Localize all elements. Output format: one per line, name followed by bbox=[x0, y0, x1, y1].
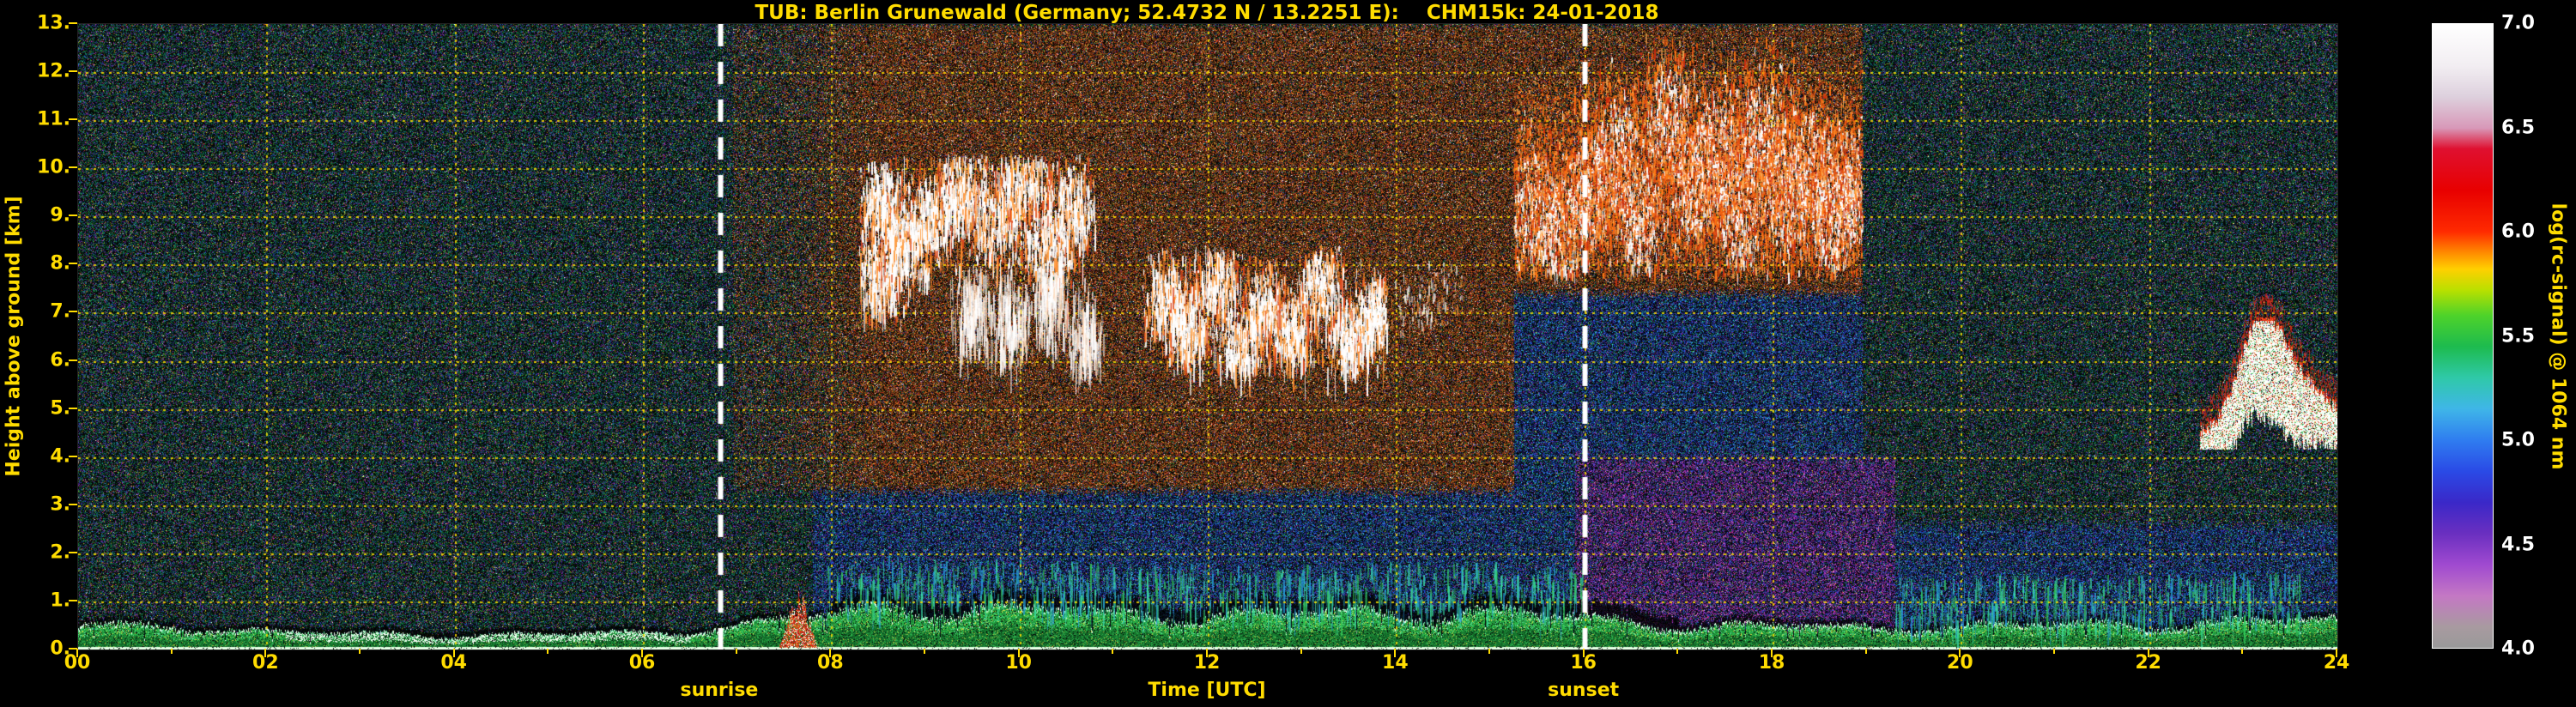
y-tick-mark bbox=[69, 503, 77, 505]
colorbar-tick-label: 4.0 bbox=[2501, 638, 2535, 660]
colorbar bbox=[2432, 23, 2494, 649]
colorbar-tick-label: 5.5 bbox=[2501, 325, 2535, 347]
x-tick-mark bbox=[1959, 649, 1961, 657]
x-tick-mark-minor bbox=[547, 649, 549, 654]
y-tick-label: 4. bbox=[50, 445, 70, 468]
x-tick-mark bbox=[452, 649, 455, 657]
x-tick-mark-minor bbox=[359, 649, 361, 654]
y-tick-label: 5. bbox=[50, 397, 70, 420]
x-tick-mark bbox=[1206, 649, 1208, 657]
y-tick-mark bbox=[69, 551, 77, 553]
x-tick-mark bbox=[1394, 649, 1397, 657]
x-tick-mark bbox=[1771, 649, 1773, 657]
plot-title: TUB: Berlin Grunewald (Germany; 52.4732 … bbox=[755, 2, 1659, 24]
y-tick-mark bbox=[69, 70, 77, 73]
y-tick-label: 7. bbox=[50, 300, 70, 323]
y-axis-label: Height above ground [km] bbox=[3, 196, 25, 477]
y-tick-label: 10. bbox=[37, 156, 70, 178]
y-tick-label: 11. bbox=[37, 108, 70, 130]
x-tick-mark-minor bbox=[2053, 649, 2055, 654]
colorbar-label: log(rc-signal) @ 1064 nm bbox=[2547, 202, 2569, 470]
y-tick-label: 6. bbox=[50, 349, 70, 372]
y-tick-label: 9. bbox=[50, 204, 70, 227]
y-tick-label: 0. bbox=[50, 638, 70, 660]
x-tick-mark bbox=[2336, 649, 2337, 657]
colorbar-tick-label: 6.0 bbox=[2501, 221, 2535, 243]
y-tick-label: 1. bbox=[50, 589, 70, 612]
y-tick-mark bbox=[69, 359, 77, 361]
y-tick-mark bbox=[69, 118, 77, 121]
colorbar-tick-label: 5.0 bbox=[2501, 429, 2535, 451]
y-tick-mark bbox=[69, 22, 77, 24]
x-tick-mark bbox=[641, 649, 643, 657]
colorbar-tick-label: 4.5 bbox=[2501, 534, 2535, 555]
x-tick-mark-minor bbox=[1300, 649, 1302, 654]
x-tick-mark-minor bbox=[1864, 649, 1867, 654]
y-tick-mark bbox=[69, 407, 77, 409]
x-tick-mark-minor bbox=[1488, 649, 1490, 654]
x-tick-mark-minor bbox=[1112, 649, 1114, 654]
x-axis-label: Time [UTC] bbox=[1148, 680, 1266, 701]
y-tick-mark bbox=[69, 311, 77, 313]
x-tick-mark bbox=[2147, 649, 2149, 657]
x-tick-mark-minor bbox=[170, 649, 173, 654]
x-tick-mark-minor bbox=[2241, 649, 2244, 654]
colorbar-tick-label: 7.0 bbox=[2501, 12, 2535, 34]
x-tick-mark bbox=[1017, 649, 1020, 657]
colorbar-tick-label: 6.5 bbox=[2501, 117, 2535, 138]
sunset-label: sunset bbox=[1548, 680, 1620, 701]
x-tick-mark bbox=[1582, 649, 1585, 657]
y-tick-label: 2. bbox=[50, 541, 70, 564]
heatmap-canvas bbox=[77, 23, 2338, 650]
x-tick-mark-minor bbox=[735, 649, 737, 654]
x-tick-mark-minor bbox=[924, 649, 925, 654]
x-tick-mark-minor bbox=[1676, 649, 1679, 654]
y-tick-mark bbox=[69, 648, 77, 650]
sunrise-label: sunrise bbox=[680, 680, 759, 701]
y-tick-label: 3. bbox=[50, 493, 70, 516]
y-tick-mark bbox=[69, 166, 77, 169]
x-tick-mark bbox=[829, 649, 832, 657]
x-tick-mark bbox=[76, 649, 78, 657]
y-tick-label: 13. bbox=[37, 12, 70, 34]
y-tick-label: 12. bbox=[37, 60, 70, 82]
y-tick-mark bbox=[69, 599, 77, 601]
x-tick-mark bbox=[264, 649, 267, 657]
y-tick-mark bbox=[69, 455, 77, 457]
y-tick-mark bbox=[69, 263, 77, 265]
y-tick-mark bbox=[69, 215, 77, 217]
y-tick-label: 8. bbox=[50, 252, 70, 275]
